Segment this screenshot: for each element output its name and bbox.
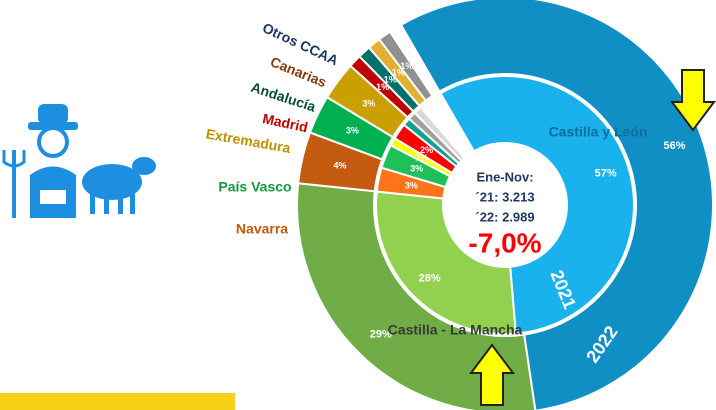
value-label: 56% (663, 140, 685, 152)
value-label: 4% (333, 161, 346, 171)
value-label: 28% (419, 273, 441, 285)
value-label: 3% (346, 126, 359, 136)
footer-band (0, 393, 235, 410)
center-change: -7,0% (468, 227, 541, 258)
category-label: Castilla y León (549, 124, 648, 140)
value-label: 3% (362, 98, 375, 108)
value-label: 1% (400, 61, 413, 71)
value-label: 2% (420, 145, 433, 155)
center-2021: ´21: 3.213 (475, 189, 534, 204)
category-label: Extremadura (205, 125, 292, 156)
page: {"chart_data": { "type": "donut", "categ… (0, 0, 716, 410)
farmer-icon (4, 104, 156, 218)
category-label: Castilla - La Mancha (388, 322, 523, 338)
value-label: 3% (410, 163, 423, 173)
category-label: País Vasco (218, 179, 291, 195)
category-label: Madrid (261, 110, 309, 135)
chart: 57%28%3%3%1%2%56%29%4%3%3%1%1%1%1%202120… (0, 0, 716, 410)
center-2022: ´22: 2.989 (475, 209, 534, 224)
value-label: 57% (595, 167, 617, 179)
category-label: Andalucía (249, 79, 318, 115)
category-label: Navarra (236, 221, 288, 237)
value-label: 3% (405, 180, 418, 190)
center-period: Ene-Nov: (476, 169, 533, 184)
